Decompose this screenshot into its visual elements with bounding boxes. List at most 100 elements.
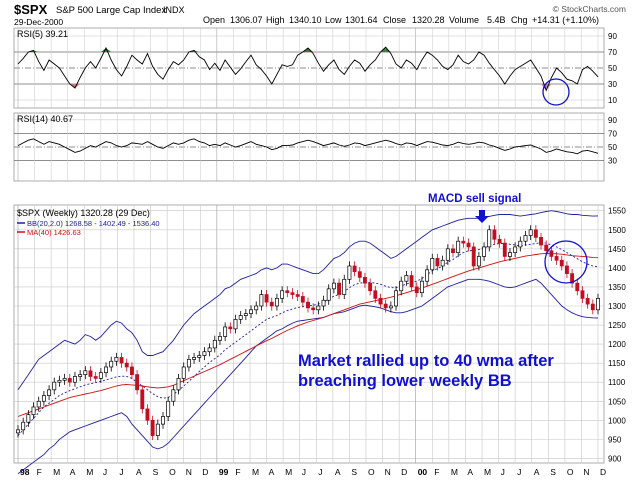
candle-up bbox=[171, 389, 176, 402]
candle-up bbox=[73, 376, 77, 383]
candle-down bbox=[306, 301, 310, 309]
candle-down bbox=[409, 275, 414, 288]
rsi5-line bbox=[17, 46, 599, 92]
bb-lower-band bbox=[17, 278, 599, 475]
x-tick-label: J bbox=[517, 467, 521, 477]
rsi5-gridlines bbox=[14, 28, 604, 108]
candle-down bbox=[352, 265, 357, 273]
x-tick-label: S bbox=[550, 467, 556, 477]
x-tick-label: F bbox=[434, 467, 439, 477]
rally-annotation-line1: Market rallied up to 40 wma after bbox=[298, 352, 554, 370]
volume-label: Volume bbox=[449, 15, 479, 25]
candle-up bbox=[155, 423, 160, 436]
candle-up bbox=[202, 351, 207, 356]
close-value: 1320.28 bbox=[412, 15, 445, 25]
ma40-line bbox=[17, 252, 599, 417]
candle-up bbox=[274, 298, 279, 307]
rsi5-panel: 10 30 50 70 90 RSI(5) 39.21 bbox=[13, 27, 617, 109]
candle-up bbox=[212, 339, 217, 349]
candle-down bbox=[368, 282, 373, 292]
x-tick-label: J bbox=[103, 467, 107, 477]
candle-up bbox=[21, 421, 26, 431]
candle-up bbox=[161, 416, 165, 425]
candle-down bbox=[497, 238, 502, 244]
candle-up bbox=[254, 305, 259, 311]
price-tick-label: 1350 bbox=[608, 283, 626, 292]
candle-up bbox=[440, 259, 445, 267]
candle-up bbox=[404, 275, 409, 282]
candle-down bbox=[383, 303, 388, 309]
rsi14-panel: 30 50 70 90 RSI(14) 40.67 bbox=[13, 112, 617, 182]
stockcharts-brand: © StockCharts.com bbox=[553, 4, 626, 14]
candle-up bbox=[331, 282, 336, 290]
open-value: 1306.07 bbox=[230, 15, 263, 25]
candle-down bbox=[378, 298, 383, 305]
candle-down bbox=[461, 240, 466, 244]
candle-up bbox=[316, 305, 321, 311]
candle-down bbox=[373, 290, 378, 299]
candle-up bbox=[104, 366, 108, 374]
candle-down bbox=[150, 419, 155, 436]
candle-up bbox=[388, 305, 393, 309]
rsi-tick-label: 10 bbox=[608, 96, 617, 105]
candle-up bbox=[394, 290, 398, 307]
x-tick-label: F bbox=[235, 467, 240, 477]
candle-up bbox=[197, 355, 202, 358]
rsi-tick-label: 70 bbox=[608, 129, 617, 138]
candle-up bbox=[419, 280, 424, 294]
candle-up bbox=[456, 240, 461, 253]
candle-up bbox=[259, 294, 264, 307]
rsi5-title: RSI(5) 39.21 bbox=[17, 29, 68, 39]
x-tick-label: M bbox=[285, 467, 292, 477]
x-tick-label: O bbox=[169, 467, 176, 477]
rsi14-title: RSI(14) 40.67 bbox=[17, 114, 73, 124]
candle-up bbox=[47, 389, 52, 396]
price-tick-label: 1300 bbox=[608, 302, 626, 311]
macd-annotation: MACD sell signal bbox=[428, 193, 521, 205]
bb-middle-band bbox=[17, 242, 599, 436]
rsi-tick-label: 70 bbox=[608, 48, 617, 57]
candle-up bbox=[218, 336, 222, 341]
x-axis-ticks: 98 F M A M J J A S O N D 99 F M A M J J A S O N D 00 F M A M J J A S O N D bbox=[20, 467, 606, 477]
candle-down bbox=[559, 259, 564, 267]
candle-up bbox=[109, 360, 114, 368]
candle-up bbox=[321, 299, 326, 307]
x-tick-label: N bbox=[186, 467, 192, 477]
price-tick-label: 1200 bbox=[608, 340, 626, 349]
candle-down bbox=[414, 286, 419, 294]
x-tick-label: D bbox=[401, 467, 407, 477]
price-tick-label: 1250 bbox=[608, 321, 626, 330]
candle-up bbox=[476, 256, 481, 267]
candle-down bbox=[564, 265, 569, 274]
candle-up bbox=[342, 278, 347, 295]
candle-up bbox=[41, 395, 46, 402]
bb-upper-band bbox=[17, 210, 599, 391]
x-tick-label: S bbox=[351, 467, 357, 477]
candle-down bbox=[549, 250, 554, 257]
candle-up bbox=[176, 378, 181, 391]
candle-up bbox=[83, 370, 88, 375]
candle-up bbox=[243, 313, 248, 316]
x-tick-label: N bbox=[385, 467, 391, 477]
down-arrow-icon bbox=[475, 210, 489, 223]
candle-up bbox=[425, 269, 430, 282]
candle-up bbox=[223, 326, 228, 337]
candle-down bbox=[140, 389, 145, 410]
candle-up bbox=[430, 258, 435, 271]
candle-up bbox=[513, 246, 518, 253]
candle-down bbox=[129, 366, 134, 375]
x-tick-label: A bbox=[136, 467, 142, 477]
rsi-overbought-fill bbox=[308, 48, 314, 52]
candle-down bbox=[124, 362, 129, 368]
low-label: Low bbox=[325, 15, 342, 25]
bb-legend: BB(20,2.0) 1268.58 - 1402.49 - 1536.40 bbox=[27, 219, 160, 228]
candle-up bbox=[280, 290, 285, 299]
close-label: Close bbox=[383, 15, 406, 25]
candle-up bbox=[528, 229, 533, 236]
x-tick-label: D bbox=[600, 467, 606, 477]
x-tick-label: 00 bbox=[418, 467, 428, 477]
candle-up bbox=[16, 429, 20, 434]
price-tick-label: 1400 bbox=[608, 264, 626, 273]
rsi-oversold-fill bbox=[546, 84, 552, 91]
candle-down bbox=[575, 282, 580, 292]
